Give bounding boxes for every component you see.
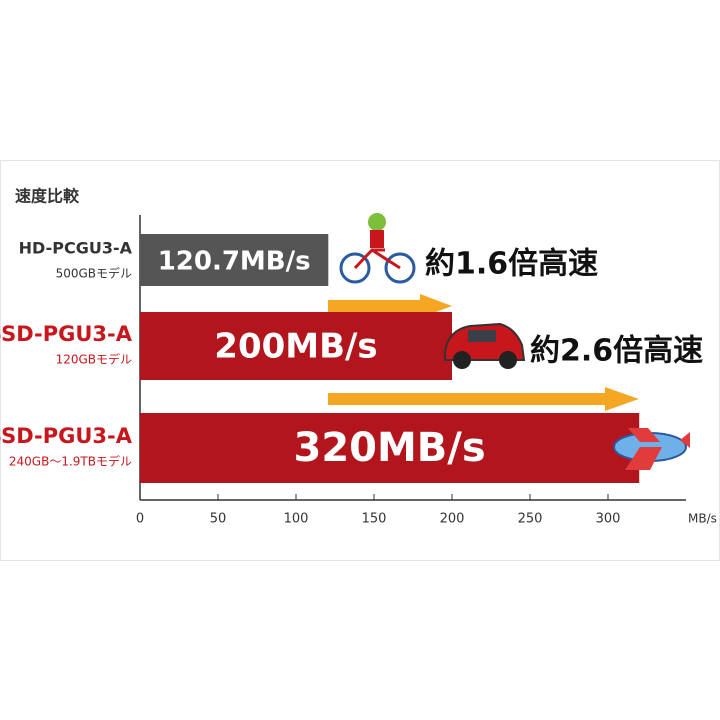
x-tick-label: 300 [596, 512, 621, 527]
x-tick-label: 50 [210, 512, 227, 527]
capacity-label: 240GB～1.9TBモデル [9, 454, 132, 469]
category-label: SSD-PGU3-A [0, 322, 133, 346]
x-tick-label: 250 [518, 512, 543, 527]
bar [140, 234, 329, 286]
x-axis-label: MB/s [688, 512, 717, 526]
x-tick-label: 0 [136, 512, 144, 527]
annotation: 約1.6倍高速 [425, 247, 598, 282]
plane-icon [613, 428, 690, 470]
category-label: SSD-PGU3-A [0, 424, 133, 448]
bar [140, 312, 452, 380]
bicycle-icon [339, 213, 416, 284]
arrow [328, 387, 639, 411]
value-label: 200MB/s [214, 327, 377, 367]
capacity-label: 500GBモデル [56, 266, 132, 281]
value-label: 320MB/s [293, 425, 485, 471]
x-tick-label: 150 [362, 512, 387, 527]
x-tick-label: 100 [284, 512, 309, 527]
value-label: 120.7MB/s [158, 247, 311, 277]
annotation: 約2.6倍高速 [530, 334, 703, 369]
category-label: HD-PCGU3-A [19, 239, 133, 258]
x-tick-label: 200 [440, 512, 465, 527]
bar [140, 413, 640, 483]
chart-title: 速度比較 [15, 187, 80, 206]
capacity-label: 120GBモデル [56, 352, 132, 367]
car-icon [444, 322, 526, 369]
